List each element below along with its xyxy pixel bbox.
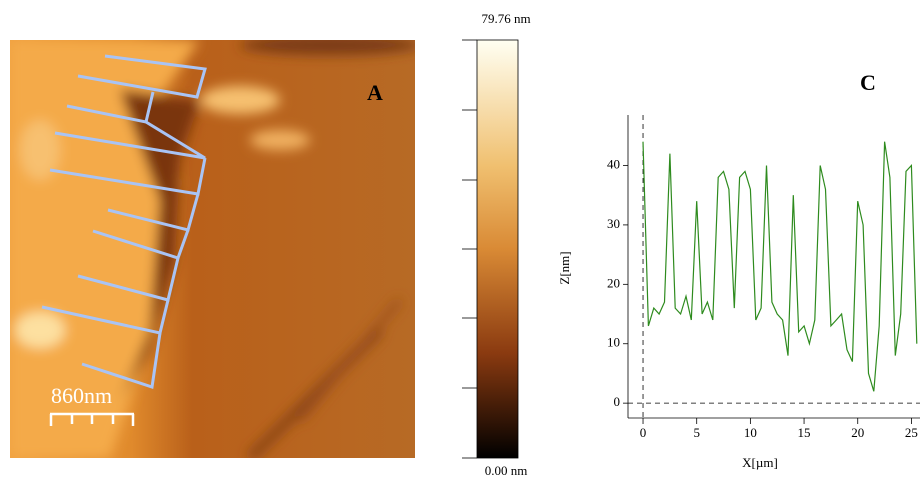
x-tick-label: 10 — [744, 425, 757, 440]
y-tick-label: 20 — [607, 275, 620, 290]
x-tick-label: 20 — [851, 425, 864, 440]
colorbar — [476, 39, 519, 459]
colorbar-min: 0.00 nm — [485, 463, 528, 478]
x-tick-label: 0 — [640, 425, 647, 440]
panel-label: A — [367, 80, 383, 105]
scale-bar-label: 860nm — [51, 383, 112, 408]
x-tick-label: 25 — [905, 425, 918, 440]
profile-line — [642, 141, 918, 392]
y-tick-label: 0 — [614, 394, 621, 409]
y-axis-label: Z[nm] — [557, 251, 572, 284]
y-tick-label: 10 — [607, 335, 620, 350]
afm-image: 860nm — [10, 40, 415, 458]
chart-title: C — [860, 70, 876, 95]
x-tick-label: 5 — [693, 425, 700, 440]
x-axis-label: X[µm] — [742, 455, 778, 470]
colorbar-ticks — [462, 39, 477, 459]
y-tick-label: 30 — [607, 216, 620, 231]
y-tick-label: 40 — [607, 156, 620, 171]
colorbar-max: 79.76 nm — [481, 11, 530, 26]
x-tick-label: 15 — [798, 425, 811, 440]
